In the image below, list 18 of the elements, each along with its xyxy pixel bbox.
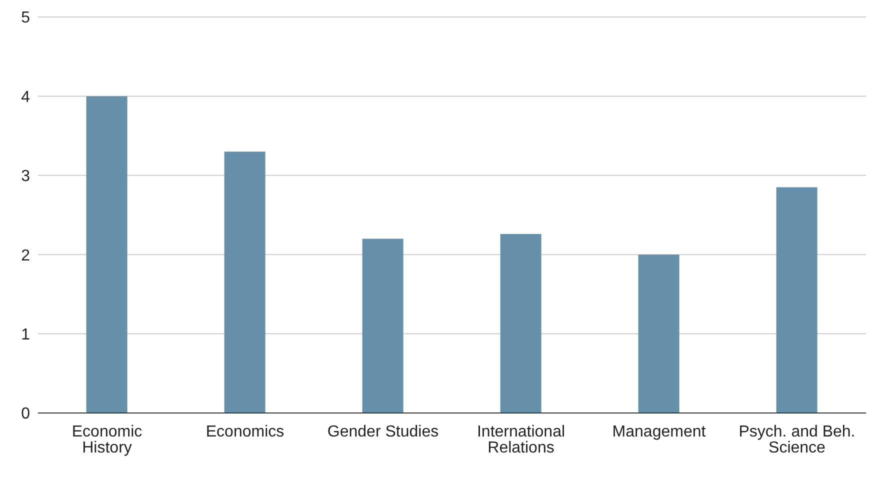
bar — [362, 238, 404, 413]
x-tick-label: Psych. and Beh. Science — [738, 423, 856, 456]
bar — [224, 152, 266, 413]
x-tick-label: International Relations — [476, 423, 566, 456]
bar — [86, 96, 128, 413]
x-tick-label: Management — [612, 423, 706, 440]
x-tick-label: Gender Studies — [327, 423, 439, 440]
y-tick-label: 0 — [21, 406, 30, 423]
y-tick-label: 1 — [21, 326, 30, 344]
bar — [776, 187, 818, 413]
y-tick-label: 4 — [21, 88, 30, 106]
y-tick-label: 5 — [21, 10, 30, 27]
x-tick-label: Economics — [206, 423, 284, 440]
x-tick-label: Economic History — [72, 423, 142, 456]
y-tick-label: 2 — [21, 247, 30, 264]
y-tick-label: 3 — [21, 168, 30, 186]
bar — [500, 234, 542, 413]
bar — [638, 254, 680, 413]
